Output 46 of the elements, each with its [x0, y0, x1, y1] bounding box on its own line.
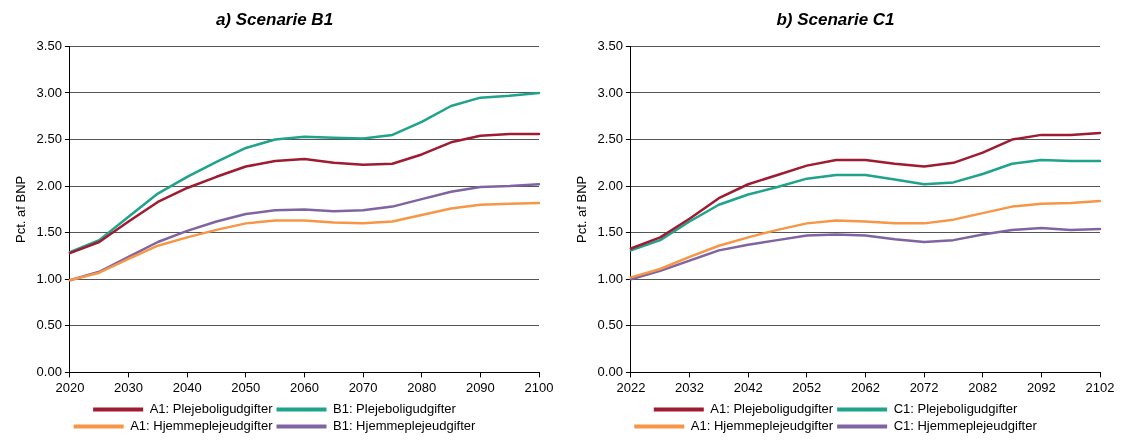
y-tick-label: 0.00 — [597, 363, 623, 379]
legend-label: C1: Hjemmeplejeudgifter — [893, 418, 1038, 434]
legend-label: B1: Plejeboligudgifter — [333, 401, 457, 417]
y-tick-label: 3.50 — [597, 37, 623, 53]
legend-label: A1: Plejeboligudgifter — [149, 401, 274, 417]
y-tick-label: 3.00 — [36, 84, 62, 100]
x-tick-label: 2060 — [289, 379, 319, 395]
legend-label: A1: Hjemmeplejeudgifter — [130, 418, 274, 434]
x-tick-label: 2090 — [465, 379, 495, 395]
y-tick-label: 3.00 — [597, 84, 623, 100]
x-tick-label: 2032 — [675, 379, 704, 395]
y-tick-label: 0.50 — [597, 317, 623, 333]
x-tick-label: 2052 — [792, 379, 822, 395]
x-tick-label: 2050 — [231, 379, 261, 395]
x-tick-label: 2092 — [1026, 379, 1056, 395]
legend-label: C1: Plejeboligudgifter — [893, 401, 1018, 417]
y-tick-label: 1.50 — [36, 224, 62, 240]
y-tick-label: 0.50 — [36, 317, 62, 333]
x-tick-label: 2022 — [616, 379, 646, 395]
chart-title: b) Scenarie C1 — [776, 9, 895, 29]
x-tick-label: 2070 — [348, 379, 378, 395]
y-tick-label: 2.50 — [36, 131, 62, 147]
y-axis-title: Pct. af BNP — [13, 175, 29, 243]
y-axis-title: Pct. af BNP — [574, 175, 590, 243]
y-tick-label: 2.00 — [597, 177, 623, 193]
x-tick-label: 2080 — [407, 379, 437, 395]
x-tick-label: 2030 — [114, 379, 143, 395]
x-tick-label: 2040 — [172, 379, 202, 395]
x-tick-label: 2100 — [524, 379, 554, 395]
x-tick-label: 2020 — [55, 379, 85, 395]
legend-label: A1: Plejeboligudgifter — [710, 401, 834, 417]
x-tick-label: 2082 — [968, 379, 998, 395]
legend-label: A1: Hjemmeplejeudgifter — [690, 418, 834, 434]
y-tick-label: 1.00 — [597, 270, 623, 286]
y-tick-label: 1.00 — [36, 270, 62, 286]
y-tick-label: 2.00 — [36, 177, 62, 193]
x-tick-label: 2072 — [909, 379, 939, 395]
x-tick-label: 2062 — [850, 379, 880, 395]
legend-label: B1: Hjemmeplejeudgifter — [333, 418, 477, 434]
y-tick-label: 3.50 — [36, 37, 62, 53]
y-tick-label: 2.50 — [597, 131, 623, 147]
y-tick-label: 1.50 — [597, 224, 623, 240]
x-tick-label: 2102 — [1085, 379, 1115, 395]
y-tick-label: 0.00 — [36, 363, 62, 379]
chart-title: a) Scenarie B1 — [215, 9, 334, 29]
x-tick-label: 2042 — [733, 379, 763, 395]
